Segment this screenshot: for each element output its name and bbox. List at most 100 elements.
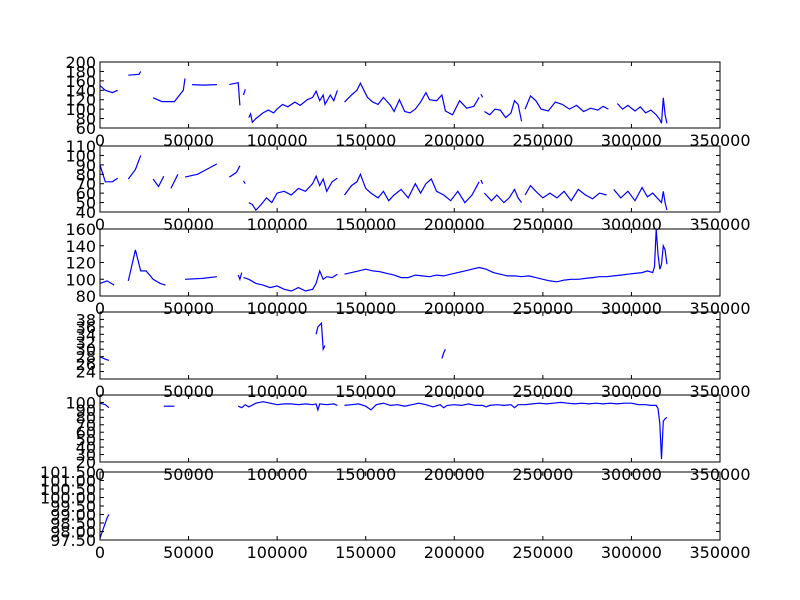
y-tick-label: 70 (76, 416, 96, 435)
x-tick-label: 150000 (335, 382, 396, 401)
y-tick-label: 110 (65, 137, 96, 156)
x-tick-label: 0 (95, 131, 105, 150)
x-tick-label: 250000 (512, 299, 573, 318)
series-line-segment (242, 89, 246, 96)
y-tick-label: 101.50 (40, 463, 96, 482)
series-line-segment (344, 401, 668, 460)
x-tick-label: 300000 (601, 299, 662, 318)
y-tick-label: 40 (76, 203, 96, 222)
x-tick-label: 0 (95, 299, 105, 318)
y-tick-label: 101.00 (40, 472, 96, 491)
series-line-segment (237, 401, 338, 412)
subplot-4: 0 50000 100000 150000 200000 250000 300000 3500… (76, 310, 751, 401)
x-tick-label: 0 (95, 215, 105, 234)
series-line-segment (243, 269, 338, 292)
y-tick-label: 26 (76, 355, 96, 374)
y-tick-label: 100.00 (40, 489, 96, 508)
series-line-segment (441, 348, 446, 359)
y-tick-label: 80 (76, 408, 96, 427)
series-line-segment (99, 164, 119, 183)
series-line-segment (524, 94, 609, 113)
series-line-segment (99, 85, 118, 94)
y-tick-label: 120 (65, 254, 96, 273)
series-line-segment (128, 71, 142, 76)
series-line-segment (616, 97, 668, 124)
series-line-segment (344, 228, 668, 283)
series-line-segment (99, 402, 110, 409)
y-tick-label: 38 (76, 310, 96, 329)
axes-frame (99, 228, 721, 297)
x-tick-label: 200000 (424, 299, 485, 318)
axes-frame (99, 311, 721, 380)
y-tick-label: 36 (76, 318, 96, 337)
y-tick-label: 97.50 (50, 531, 96, 550)
x-tick-label: 0 (95, 382, 105, 401)
x-tick-label: 350000 (689, 543, 750, 562)
x-tick-label: 300000 (601, 382, 662, 401)
y-tick-label: 28 (76, 348, 96, 367)
y-tick-label: 98.50 (50, 514, 96, 533)
y-tick-label: 34 (76, 325, 96, 344)
y-tick-label: 60 (76, 119, 96, 138)
series-line-segment (192, 84, 217, 86)
y-tick-label: 40 (76, 438, 96, 457)
x-tick-label: 150000 (335, 543, 396, 562)
x-tick-label: 200000 (424, 131, 485, 150)
x-tick-label: 100000 (247, 131, 308, 150)
y-tick-label: 80 (76, 287, 96, 306)
y-tick-label: 50 (76, 431, 96, 450)
series-line-segment (184, 276, 217, 280)
series-line-segment (237, 272, 243, 282)
series-line-segment (229, 81, 241, 106)
y-tick-label: 90 (76, 401, 96, 420)
y-tick-label: 24 (76, 363, 96, 382)
series-line-segment (99, 280, 115, 286)
series-line-segment (170, 174, 179, 189)
series-line-segment (228, 165, 241, 178)
y-tick-label: 180 (65, 62, 96, 81)
y-tick-label: 100 (65, 100, 96, 119)
y-tick-label: 60 (76, 423, 96, 442)
series-line-segment (483, 188, 523, 204)
y-tick-label: 100 (65, 270, 96, 289)
series-line-segment (248, 89, 338, 124)
y-tick-label: 160 (65, 220, 96, 239)
series-line-segment (99, 514, 110, 539)
x-tick-label: 100000 (247, 382, 308, 401)
series-line-segment (242, 180, 246, 185)
y-tick-label: 70 (76, 175, 96, 194)
subplot-1: 0 50000 100000 150000 200000 250000 300000 3500… (65, 53, 750, 150)
x-tick-label: 200000 (424, 543, 485, 562)
x-tick-label: 250000 (512, 543, 573, 562)
y-tick-label: 30 (76, 340, 96, 359)
x-tick-label: 200000 (424, 382, 485, 401)
x-tick-label: 350000 (689, 299, 750, 318)
y-tick-label: 32 (76, 333, 96, 352)
series-line-segment (480, 179, 484, 184)
y-tick-label: 100 (65, 146, 96, 165)
subplot-5: 0 50000 100000 150000 200000 250000 300000 3500… (65, 393, 750, 484)
x-tick-label: 300000 (601, 543, 662, 562)
y-tick-label: 99.50 (50, 497, 96, 516)
y-tick-label: 99.00 (50, 506, 96, 525)
x-tick-label: 250000 (512, 131, 573, 150)
axes-frame (99, 61, 721, 129)
series-line-segment (315, 321, 326, 352)
x-tick-label: 50000 (163, 299, 214, 318)
x-tick-label: 300000 (601, 131, 662, 150)
y-tick-label: 200 (65, 53, 96, 72)
series-line-segment (184, 163, 218, 178)
series-line-segment (152, 175, 165, 188)
y-tick-label: 80 (76, 110, 96, 129)
y-tick-label: 140 (65, 81, 96, 100)
x-tick-label: 100000 (247, 543, 308, 562)
subplot-3: 0 50000 100000 150000 200000 250000 300000 3500… (65, 220, 750, 318)
y-tick-label: 90 (76, 156, 96, 175)
x-tick-label: 50000 (163, 131, 214, 150)
x-tick-label: 50000 (163, 382, 214, 401)
subplot-6: 0 50000 100000 150000 200000 250000 300000 3500… (40, 463, 751, 562)
series-line-segment (484, 99, 523, 122)
y-tick-label: 80 (76, 165, 96, 184)
y-tick-label: 30 (76, 446, 96, 465)
